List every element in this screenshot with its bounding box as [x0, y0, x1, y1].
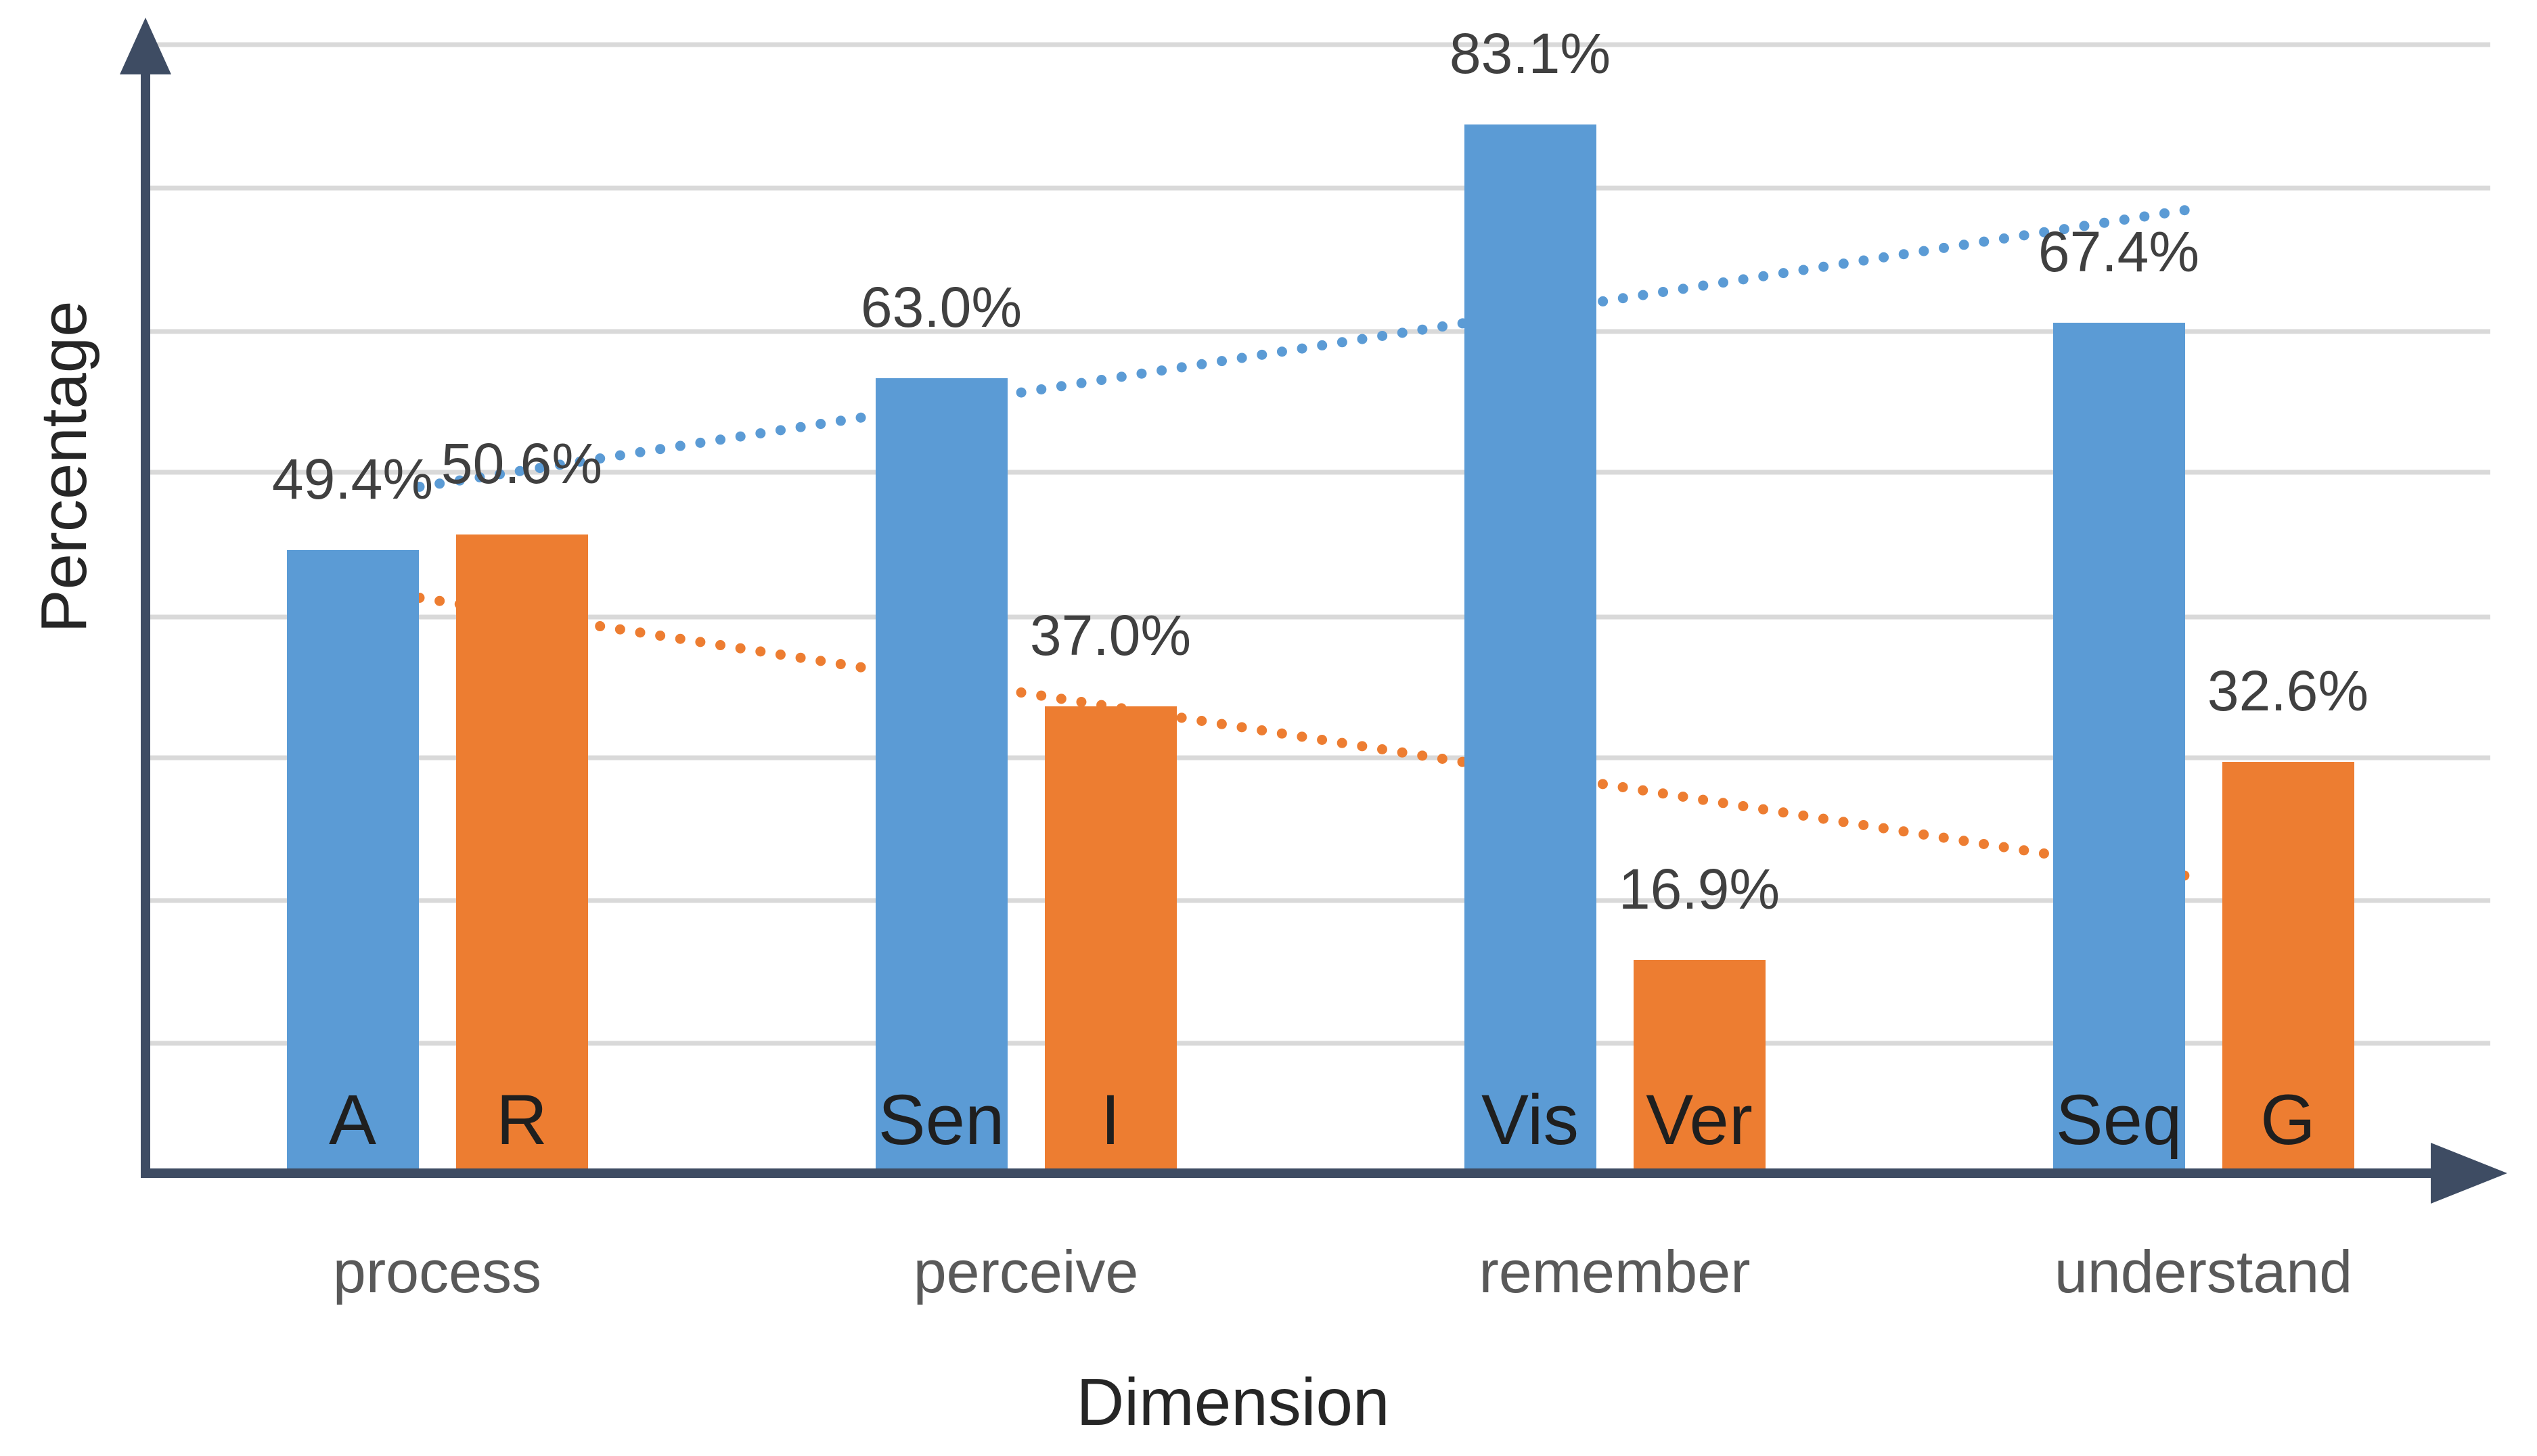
category-label-process: process [332, 1238, 542, 1305]
bar-R: R [455, 534, 588, 1173]
category-label-perceive: perceive [913, 1238, 1139, 1305]
data-label-I: 37.0% [1029, 603, 1192, 667]
x-axis-line [141, 1168, 2433, 1178]
bar-letter-Ver: Ver [1646, 1080, 1753, 1160]
data-label-G: 32.6% [2207, 659, 2369, 723]
bar-Seq: Seq [2052, 322, 2185, 1173]
data-label-Vis: 83.1% [1449, 22, 1611, 86]
data-label-Seq: 67.4% [2038, 219, 2200, 283]
y-axis-title: Percentage [28, 300, 100, 633]
bar-letter-I: I [1100, 1080, 1121, 1160]
data-label-A: 49.4% [271, 447, 434, 511]
bar-letter-A: A [328, 1080, 377, 1160]
trendline-second-style [414, 593, 2205, 884]
bar-letter-Seq: Seq [2055, 1080, 2182, 1160]
bar-A: A [286, 549, 419, 1173]
x-axis-arrow-icon [2431, 1143, 2507, 1204]
bar-I: I [1044, 706, 1177, 1173]
trendline-first-style [414, 202, 2205, 492]
bar-letter-R: R [496, 1080, 547, 1160]
bar-letter-G: G [2260, 1080, 2316, 1160]
bar-G: G [2222, 762, 2354, 1173]
category-label-understand: understand [2054, 1238, 2353, 1305]
bar-Ver: Ver [1633, 959, 1766, 1173]
y-axis-line [141, 64, 150, 1178]
data-label-Ver: 16.9% [1618, 857, 1780, 921]
bar-Sen: Sen [875, 378, 1008, 1173]
data-label-Sen: 63.0% [860, 275, 1023, 340]
category-label-remember: remember [1479, 1238, 1751, 1305]
data-label-R: 50.6% [441, 432, 603, 496]
bar-letter-Vis: Vis [1481, 1080, 1579, 1160]
bar-letter-Sen: Sen [878, 1080, 1005, 1160]
y-axis-arrow-icon [120, 18, 171, 74]
x-axis-title: Dimension [1076, 1365, 1390, 1439]
bar-Vis: Vis [1464, 124, 1596, 1173]
